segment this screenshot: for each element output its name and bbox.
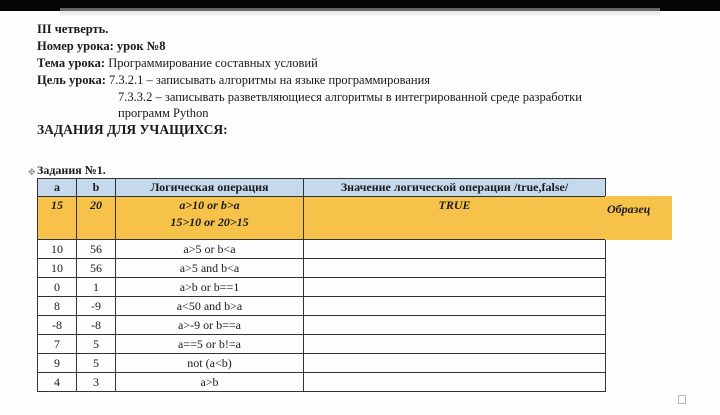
table-row: 0 1 a>b or b==1 xyxy=(37,277,606,297)
lesson-number: Номер урока: урок №8 xyxy=(37,39,165,54)
label: Цель урока: xyxy=(37,73,106,87)
lesson-goal-2-cont: программ Python xyxy=(118,106,209,120)
top-black-bar xyxy=(0,0,720,11)
table-row: 10 56 a>5 and b<a xyxy=(37,258,606,278)
header-a: a xyxy=(37,178,77,197)
cell-b: -9 xyxy=(76,296,116,316)
task-title: Задания №1. xyxy=(37,163,106,177)
cell-operation: a>5 or b<a xyxy=(115,239,304,259)
quarter: III четверть. xyxy=(37,22,109,36)
table-row: 7 5 a==5 or b!=a xyxy=(37,334,606,354)
label: Номер урока: xyxy=(37,39,114,53)
cell-value-input[interactable] xyxy=(303,353,606,373)
cell-b: 1 xyxy=(76,277,116,297)
table-row: 9 5 not (a<b) xyxy=(37,353,606,373)
cell-b: 3 xyxy=(76,372,116,392)
cell-operation: not (a<b) xyxy=(115,353,304,373)
op-line: 15>10 or 20>15 xyxy=(170,215,249,229)
lesson-goal: Цель урока: 7.3.2.1 – записывать алгорит… xyxy=(37,73,430,88)
cell-value: TRUE xyxy=(303,196,606,240)
value: 7.3.2.1 – записывать алгоритмы на языке … xyxy=(109,73,431,87)
cell-operation: a==5 or b!=a xyxy=(115,334,304,354)
cell-a: 7 xyxy=(37,334,77,354)
table-row: 8 -9 a<50 and b>a xyxy=(37,296,606,316)
sample-label: Образец xyxy=(605,196,672,240)
lesson-topic: Тема урока: Программирование составных у… xyxy=(37,56,318,71)
cell-operation: a>-9 or b==a xyxy=(115,315,304,335)
op-line: a>10 or b>a xyxy=(179,198,240,212)
cell-operation: a>b or b==1 xyxy=(115,277,304,297)
cell-a: -8 xyxy=(37,315,77,335)
label: Тема урока: xyxy=(37,56,106,70)
cell-value-input[interactable] xyxy=(303,315,606,335)
cropped-text-line xyxy=(60,8,660,16)
cell-value-input[interactable] xyxy=(303,239,606,259)
cell-b: 5 xyxy=(76,334,116,354)
table-move-handle-icon[interactable]: ✥ xyxy=(28,167,36,177)
cell-b: 20 xyxy=(76,196,116,240)
cell-a: 8 xyxy=(37,296,77,316)
page-corner-icon xyxy=(678,395,686,404)
tasks-heading: ЗАДАНИЯ ДЛЯ УЧАЩИХСЯ: xyxy=(37,122,228,137)
table-header-row: a b Логическая операция Значение логичес… xyxy=(37,178,606,197)
lesson-goal-2: 7.3.3.2 – записывать разветвляющиеся алг… xyxy=(118,90,582,104)
cell-operation: a<50 and b>a xyxy=(115,296,304,316)
cell-value-input[interactable] xyxy=(303,296,606,316)
cell-operation: a>5 and b<a xyxy=(115,258,304,278)
cell-b: -8 xyxy=(76,315,116,335)
cell-value-input[interactable] xyxy=(303,334,606,354)
table-row: 4 3 a>b xyxy=(37,372,606,392)
cell-b: 56 xyxy=(76,258,116,278)
cell-value-input[interactable] xyxy=(303,277,606,297)
cell-value-input[interactable] xyxy=(303,372,606,392)
cell-operation: a>10 or b>a 15>10 or 20>15 xyxy=(115,196,304,240)
header-b: b xyxy=(76,178,116,197)
table-row: 10 56 a>5 or b<a xyxy=(37,239,606,259)
header-value: Значение логической операции /true,false… xyxy=(303,178,606,197)
value: Программирование составных условий xyxy=(108,56,318,70)
cell-a: 9 xyxy=(37,353,77,373)
cell-a: 10 xyxy=(37,239,77,259)
cell-b: 56 xyxy=(76,239,116,259)
cell-a: 0 xyxy=(37,277,77,297)
header-operation: Логическая операция xyxy=(115,178,304,197)
cell-operation: a>b xyxy=(115,372,304,392)
sample-row: 15 20 a>10 or b>a 15>10 or 20>15 TRUE xyxy=(37,196,606,240)
cell-value-input[interactable] xyxy=(303,258,606,278)
value: урок №8 xyxy=(116,39,166,53)
cell-a: 4 xyxy=(37,372,77,392)
cell-a: 15 xyxy=(37,196,77,240)
task-table: a b Логическая операция Значение логичес… xyxy=(37,178,606,392)
cell-b: 5 xyxy=(76,353,116,373)
cell-a: 10 xyxy=(37,258,77,278)
table-row: -8 -8 a>-9 or b==a xyxy=(37,315,606,335)
